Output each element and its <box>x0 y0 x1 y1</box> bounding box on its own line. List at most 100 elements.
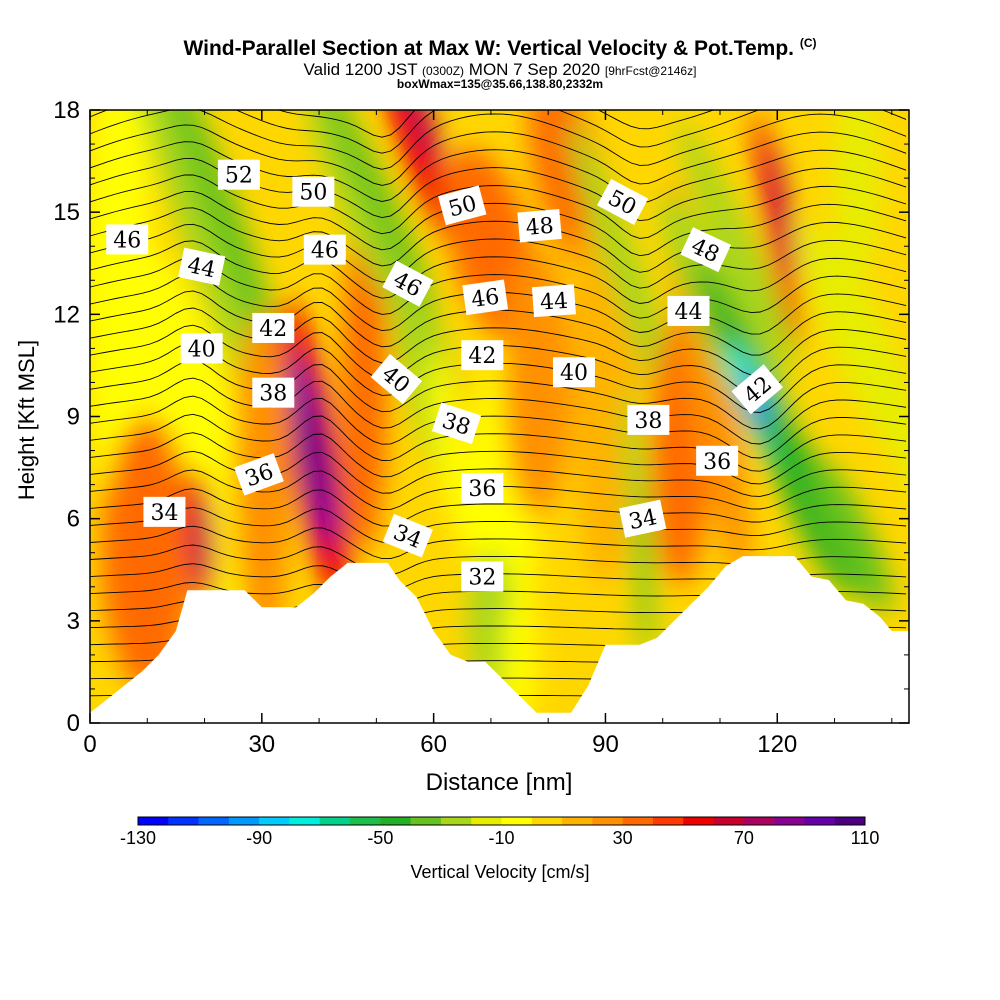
isentrope-label-box <box>627 404 670 435</box>
isentrope-line-31 <box>90 141 907 203</box>
isentrope-label: 34 <box>382 513 433 558</box>
isentrope-label-box <box>217 159 260 190</box>
x-tick-label: 30 <box>248 731 275 758</box>
isentrope-label-text: 36 <box>703 450 731 475</box>
isentrope-line-9 <box>90 525 907 560</box>
isentrope-label: 34 <box>619 499 667 538</box>
isentrope-label: 42 <box>252 312 295 343</box>
isentrope-label-box <box>438 185 487 226</box>
colorbar-swatch <box>228 817 260 825</box>
isentrope-label-text: 46 <box>311 239 339 264</box>
isentrope-line-28 <box>90 190 907 257</box>
colorbar-swatch <box>440 817 472 825</box>
isentrope-line-13 <box>90 450 907 497</box>
colorbar-swatch <box>168 817 199 825</box>
isentrope-label-box <box>178 247 226 286</box>
colorbar-swatch <box>562 817 593 825</box>
colorbar-tick-label: -130 <box>120 828 156 848</box>
isentrope-label: 38 <box>252 377 295 408</box>
isentrope-label: 40 <box>552 357 595 388</box>
velocity-region-35 <box>677 122 797 370</box>
isentrope-label: 44 <box>178 247 226 286</box>
isentrope-label: 46 <box>462 279 509 316</box>
velocity-region-13 <box>317 110 436 319</box>
x-tick-label: 90 <box>592 731 619 758</box>
colorbar-frame <box>137 816 866 826</box>
isentrope-label-box <box>303 234 346 265</box>
colorbar-swatch <box>319 817 351 825</box>
isentrope-label: 46 <box>106 224 149 255</box>
isentrope-label: 32 <box>461 561 504 592</box>
y-tick-label: 0 <box>67 710 80 737</box>
isentrope-label-box <box>461 340 504 371</box>
isentrope-label: 40 <box>370 354 423 405</box>
colorbar-swatch <box>471 817 502 825</box>
isentrope-label-text: 36 <box>468 477 496 502</box>
isentrope-label-text: 40 <box>188 337 216 362</box>
isentrope-label-box <box>180 333 223 364</box>
isentrope-line-25 <box>90 240 907 304</box>
colorbar-tick-label: 30 <box>613 828 633 848</box>
colorbar-swatch <box>501 817 533 825</box>
isentrope-label-text: 34 <box>627 505 660 535</box>
isentrope-label-box <box>531 284 576 318</box>
chart-subsubtitle: boxWmax=135@35.66,138.80,2332m <box>396 77 604 91</box>
y-tick-label: 9 <box>67 404 80 431</box>
y-tick-label: 15 <box>53 199 80 226</box>
colorbar-swatch <box>804 817 836 825</box>
isentrope-label-box <box>619 499 667 538</box>
velocity-field <box>90 110 909 723</box>
velocity-region-4 <box>101 416 194 689</box>
plot-area <box>90 110 909 723</box>
colorbar-swatch <box>652 817 684 825</box>
isentrope-label-box <box>597 178 649 226</box>
isentrope-label-box <box>696 445 739 476</box>
isentrope-label-box <box>552 357 595 388</box>
y-tick-label: 3 <box>67 608 80 635</box>
x-tick-label: 60 <box>420 731 447 758</box>
colorbar-swatch <box>683 817 714 825</box>
colorbar-swatch <box>834 817 866 825</box>
isentrope-label-text: 44 <box>675 300 703 325</box>
colorbar-title: Vertical Velocity [cm/s] <box>410 862 590 882</box>
velocity-region-41 <box>832 292 909 541</box>
isentrope-label: 50 <box>438 185 487 226</box>
isentrope-label: 44 <box>667 295 710 326</box>
isentrope-label-text: 46 <box>113 228 141 253</box>
colorbar-tick-label: 70 <box>734 828 754 848</box>
isentrope-label-box <box>680 227 732 273</box>
colorbar-swatch <box>622 817 654 825</box>
isentrope-label-box <box>292 176 335 207</box>
isentrope-label: 46 <box>303 234 346 265</box>
isentrope-line-26 <box>90 223 907 289</box>
isentrope-label: 38 <box>431 402 482 445</box>
colorbar: -130 -90 -50 -10 30 70 110 <box>120 816 880 848</box>
isentrope-label: 48 <box>517 209 562 243</box>
title-tail: (C) <box>799 36 817 50</box>
velocity-region-16 <box>377 110 455 241</box>
isentrope-label-box <box>143 496 186 527</box>
velocity-region-38 <box>754 111 801 347</box>
colorbar-tick-label: 110 <box>851 828 880 848</box>
isentrope-label-box <box>252 312 295 343</box>
isentrope-label: 40 <box>180 333 223 364</box>
isentrope-label-text: 48 <box>525 214 555 241</box>
isentrope-label: 50 <box>292 176 335 207</box>
isentrope-label-box <box>382 260 434 307</box>
chart-subtitle: Valid 1200 JST (0300Z) MON 7 Sep 2020 [9… <box>303 60 697 79</box>
velocity-region-17 <box>402 110 442 165</box>
isentrope-label-text: 42 <box>259 317 287 342</box>
x-tick-label: 120 <box>757 731 797 758</box>
isentrope-label-box <box>370 354 423 405</box>
isentrope-line-17 <box>90 377 907 445</box>
colorbar-swatch <box>198 817 230 825</box>
isentrope-line-10 <box>90 506 907 543</box>
isentrope-line-21 <box>90 307 907 376</box>
isentrope-label: 52 <box>217 159 260 190</box>
isentrope-label-box <box>517 209 562 243</box>
isentrope-label-text: 42 <box>468 344 496 369</box>
isentrope-label-text: 40 <box>560 361 588 386</box>
isentrope-label: 36 <box>461 473 504 504</box>
